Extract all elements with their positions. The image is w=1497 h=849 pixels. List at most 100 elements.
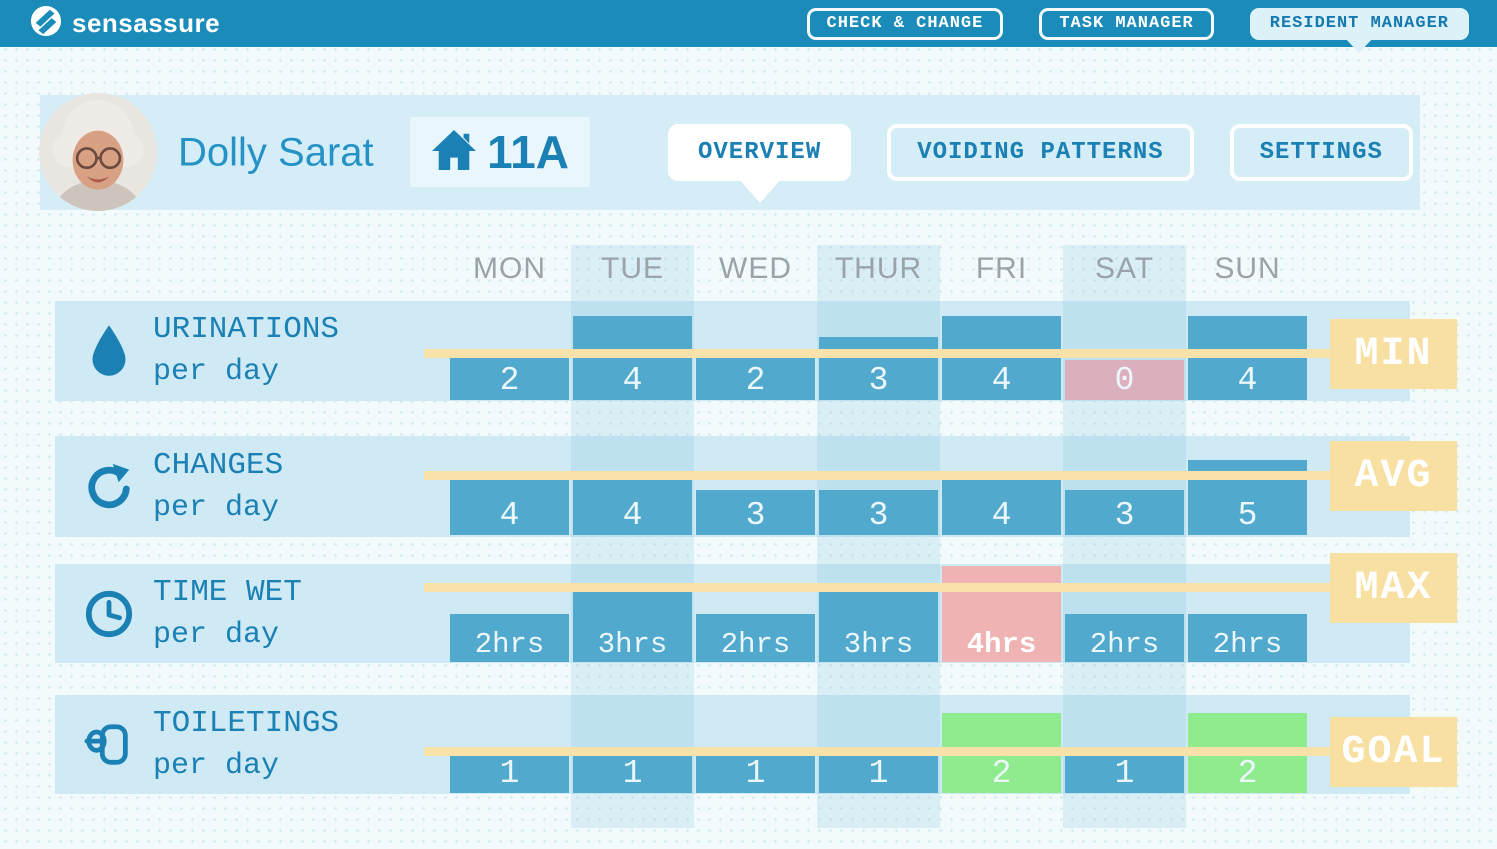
toiletings-value-thur: 1 <box>868 755 889 792</box>
urinations-value-tue: 4 <box>622 362 643 399</box>
toiletings-text: TOILETINGS per day <box>153 703 339 787</box>
resident-avatar <box>37 91 159 213</box>
time-wet-value-wed: 2hrs <box>720 628 791 661</box>
task-manager-button[interactable]: TASK MANAGER <box>1039 7 1214 40</box>
resident-card: Dolly Sarat 11A OVERVIEW VOIDING PATTERNS… <box>39 93 1420 211</box>
urinations-bar-mon: 2 <box>450 358 569 400</box>
toiletings-value-fri: 2 <box>991 755 1012 792</box>
time-wet-value-sat: 2hrs <box>1089 628 1160 661</box>
column-stripe-sat <box>1063 245 1186 828</box>
threshold-line-max <box>424 583 1336 592</box>
changes-value-thur: 3 <box>868 497 889 534</box>
time-wet-bar-sat: 2hrs <box>1065 614 1184 662</box>
refresh-icon <box>83 462 135 512</box>
urinations-value-mon: 2 <box>499 362 520 399</box>
urinations-bar-fri: 4 <box>942 316 1061 400</box>
room-number: 11A <box>487 126 569 178</box>
changes-bar-wed: 3 <box>696 490 815 535</box>
active-tab-pointer <box>738 179 781 203</box>
tab-overview[interactable]: OVERVIEW <box>668 124 852 203</box>
changes-bar-thur: 3 <box>819 490 938 535</box>
brand-name: sensassure <box>72 8 221 38</box>
app-header: sensassure CHECK & CHANGE TASK MANAGER RES… <box>0 0 1497 53</box>
water-drop-icon <box>83 323 135 379</box>
time-wet-bar-fri: 4hrs <box>942 566 1061 662</box>
time-wet-bar-mon: 2hrs <box>450 614 569 662</box>
toiletings-value-sun: 2 <box>1237 755 1258 792</box>
toilet-paper-icon <box>83 720 135 770</box>
threshold-badge-goal: GOAL <box>1330 717 1457 787</box>
metric-name: CHANGES <box>153 447 284 483</box>
toiletings-value-mon: 1 <box>499 755 520 792</box>
day-header-sat: SAT <box>1094 252 1155 285</box>
threshold-badge-min: MIN <box>1330 319 1457 389</box>
toiletings-value-sat: 1 <box>1114 755 1135 792</box>
top-nav: CHECK & CHANGE TASK MANAGER RESIDENT MANAG… <box>806 7 1469 53</box>
time-wet-bar-sun: 2hrs <box>1188 614 1307 662</box>
metric-subtitle: per day <box>153 748 280 783</box>
urinations-text: URINATIONS per day <box>153 309 339 393</box>
day-header-wed: WED <box>719 252 792 285</box>
urinations-bar-tue: 4 <box>573 316 692 400</box>
time-wet-value-thur: 3hrs <box>843 628 914 661</box>
time-wet-value-sun: 2hrs <box>1212 628 1283 661</box>
toiletings-value-wed: 1 <box>745 755 766 792</box>
changes-value-sat: 3 <box>1114 497 1135 534</box>
time-wet-bar-wed: 2hrs <box>696 614 815 662</box>
urinations-value-fri: 4 <box>991 362 1012 399</box>
toiletings-bar-mon: 1 <box>450 753 569 793</box>
changes-bar-fri: 4 <box>942 475 1061 535</box>
urinations-bar-sat: 0 <box>1065 360 1184 400</box>
changes-bar-tue: 4 <box>573 475 692 535</box>
metric-name: URINATIONS <box>153 312 340 347</box>
day-header-mon: MON <box>473 252 546 285</box>
changes-value-fri: 4 <box>991 497 1012 534</box>
threshold-badge-max: MAX <box>1330 553 1457 623</box>
threshold-line-min <box>424 349 1336 358</box>
active-nav-pointer <box>1344 36 1375 53</box>
toiletings-label: TOILETINGS per day <box>83 703 339 787</box>
tab-bar: OVERVIEW VOIDING PATTERNS SETTINGS <box>668 124 1413 203</box>
toiletings-bar-sat: 1 <box>1065 753 1184 793</box>
metric-subtitle: per day <box>153 355 280 389</box>
brand-logo-icon <box>30 5 62 42</box>
time-wet-text: TIME WET per day <box>153 572 302 656</box>
day-header-fri: FRI <box>975 252 1028 285</box>
time-wet-bar-tue: 3hrs <box>573 590 692 662</box>
time-wet-label: TIME WET per day <box>83 572 302 656</box>
changes-value-tue: 4 <box>622 497 643 534</box>
urinations-value-sun: 4 <box>1237 362 1258 399</box>
tab-voiding-patterns[interactable]: VOIDING PATTERNS <box>887 124 1194 181</box>
brand: sensassure <box>30 5 220 42</box>
home-icon <box>431 129 477 176</box>
time-wet-value-mon: 2hrs <box>474 628 545 661</box>
resident-name: Dolly Sarat <box>178 130 374 174</box>
column-stripe-thur <box>817 245 940 828</box>
check-change-button[interactable]: CHECK & CHANGE <box>806 7 1004 40</box>
metric-subtitle: per day <box>153 490 280 525</box>
toiletings-bar-tue: 1 <box>573 753 692 793</box>
day-header-sun: SUN <box>1214 252 1281 285</box>
urinations-bar-thur: 3 <box>819 337 938 400</box>
time-wet-bar-thur: 3hrs <box>819 590 938 662</box>
threshold-badge-avg: AVG <box>1330 441 1457 511</box>
tab-settings[interactable]: SETTINGS <box>1229 124 1413 181</box>
urinations-value-thur: 3 <box>868 362 889 399</box>
changes-text: CHANGES per day <box>153 445 283 529</box>
toiletings-bar-wed: 1 <box>696 753 815 793</box>
toiletings-value-tue: 1 <box>622 755 643 792</box>
room-badge: 11A <box>410 117 590 187</box>
urinations-label: URINATIONS per day <box>83 309 339 393</box>
urinations-value-wed: 2 <box>745 362 766 399</box>
metric-subtitle: per day <box>153 617 280 652</box>
changes-value-mon: 4 <box>499 497 520 534</box>
time-wet-value-tue: 3hrs <box>597 628 668 661</box>
resident-manager-button[interactable]: RESIDENT MANAGER <box>1249 7 1469 53</box>
urinations-bar-sun: 4 <box>1188 316 1307 400</box>
clock-icon <box>83 589 135 639</box>
threshold-line-goal <box>424 747 1336 756</box>
changes-value-wed: 3 <box>745 497 766 534</box>
day-header-thur: THUR <box>834 252 923 285</box>
